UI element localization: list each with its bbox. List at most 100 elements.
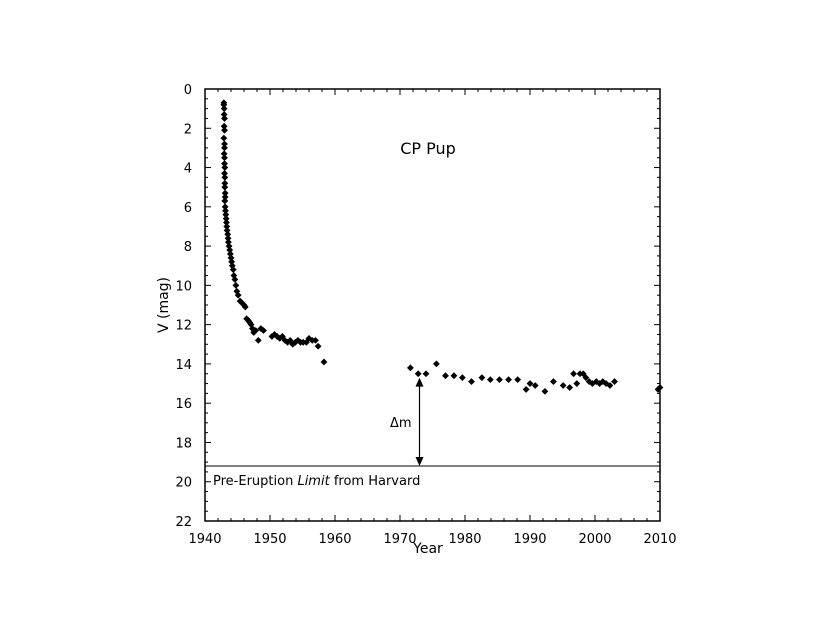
data-point: [228, 258, 236, 266]
data-points: [220, 99, 664, 395]
data-point: [220, 101, 228, 109]
data-point: [505, 376, 512, 384]
data-point: [232, 281, 240, 289]
y-tick-label: 22: [175, 515, 192, 530]
y-tick-labels: 0 2 4 6 8 10 12 14 16 18 20 22: [175, 83, 192, 530]
data-point: [433, 360, 440, 368]
data-point: [252, 327, 260, 334]
limit-label-part1: Pre-Eruption: [213, 474, 297, 489]
arrow-up-icon: [415, 377, 424, 387]
data-point: [231, 276, 239, 283]
pre-eruption-limit: Pre-Eruption Limit from Harvard: [205, 465, 660, 489]
data-point: [478, 374, 486, 382]
data-point: [220, 105, 228, 113]
data-point: [573, 380, 581, 387]
data-point: [220, 111, 228, 118]
x-tick-label: 2010: [643, 532, 676, 547]
data-point: [221, 144, 228, 152]
data-point: [226, 246, 234, 254]
data-point: [450, 372, 458, 380]
data-point: [221, 164, 229, 171]
data-point: [531, 382, 539, 389]
data-point: [459, 374, 466, 382]
data-point: [223, 219, 230, 226]
data-point: [314, 342, 322, 350]
data-point: [566, 384, 574, 391]
y-tick-label: 0: [184, 83, 192, 98]
limit-label-part2: from Harvard: [330, 474, 421, 489]
arrow-down-icon: [415, 457, 424, 467]
x-tick-label: 1980: [448, 532, 481, 547]
data-point: [496, 376, 503, 384]
data-point: [220, 122, 228, 130]
delta-m-label: Δm: [390, 416, 412, 431]
data-point: [611, 378, 618, 385]
y-tick-label: 18: [175, 436, 192, 451]
data-point: [250, 329, 258, 336]
data-point: [224, 230, 232, 238]
chart-title: CP Pup: [400, 139, 456, 158]
data-point: [260, 327, 267, 334]
y-axis-label: V (mag): [156, 277, 172, 333]
data-point: [468, 378, 475, 385]
limit-label-italic: Limit: [297, 474, 330, 489]
data-point: [247, 321, 255, 329]
data-point: [226, 250, 234, 258]
data-point: [284, 338, 291, 346]
limit-label: Pre-Eruption Limit from Harvard: [213, 474, 420, 489]
y-tick-label: 10: [175, 279, 192, 294]
x-tick-label: 2000: [578, 532, 611, 547]
data-point: [221, 183, 229, 191]
data-point: [221, 126, 228, 134]
x-axis-label: Year: [412, 541, 443, 557]
data-point: [656, 384, 664, 391]
data-point: [320, 358, 328, 366]
data-point: [221, 189, 229, 197]
data-point: [221, 154, 228, 162]
data-point: [522, 386, 530, 393]
y-tick-label: 20: [175, 476, 192, 491]
data-point: [229, 266, 237, 274]
data-point: [224, 234, 232, 242]
data-point: [254, 336, 262, 344]
data-point: [221, 115, 228, 122]
data-point: [526, 380, 534, 387]
data-point: [305, 334, 313, 342]
data-point: [221, 203, 229, 211]
y-tick-label: 4: [184, 162, 192, 177]
data-point: [541, 388, 549, 395]
data-point: [221, 179, 229, 187]
data-point: [606, 382, 614, 389]
data-point: [582, 374, 590, 382]
data-point: [486, 376, 494, 384]
data-point: [220, 134, 228, 142]
data-point: [550, 378, 557, 385]
data-point: [241, 303, 249, 311]
data-point: [221, 193, 229, 201]
data-point: [222, 207, 229, 215]
data-point: [514, 376, 522, 384]
data-point: [221, 170, 228, 177]
data-point: [225, 238, 232, 246]
data-point: [407, 364, 414, 372]
data-point: [234, 291, 242, 299]
data-point: [312, 336, 319, 344]
x-tick-label: 1970: [383, 532, 416, 547]
y-tick-label: 6: [184, 201, 192, 216]
y-tick-label: 12: [175, 319, 192, 334]
y-tick-label: 8: [184, 240, 192, 255]
data-point: [222, 211, 230, 219]
y-axis: [205, 88, 660, 522]
data-point: [220, 150, 228, 158]
data-point: [570, 370, 577, 378]
y-tick-label: 2: [184, 122, 192, 137]
x-tick-labels: 1940 1950 1960 1970 1980 1990 2000 2010: [188, 532, 676, 547]
data-point: [221, 173, 229, 181]
x-tick-label: 1990: [513, 532, 546, 547]
y-tick-label: 16: [175, 397, 192, 412]
y-tick-label: 14: [175, 358, 192, 373]
x-tick-label: 1940: [188, 532, 221, 547]
x-tick-label: 1950: [253, 532, 286, 547]
data-point: [221, 197, 229, 205]
